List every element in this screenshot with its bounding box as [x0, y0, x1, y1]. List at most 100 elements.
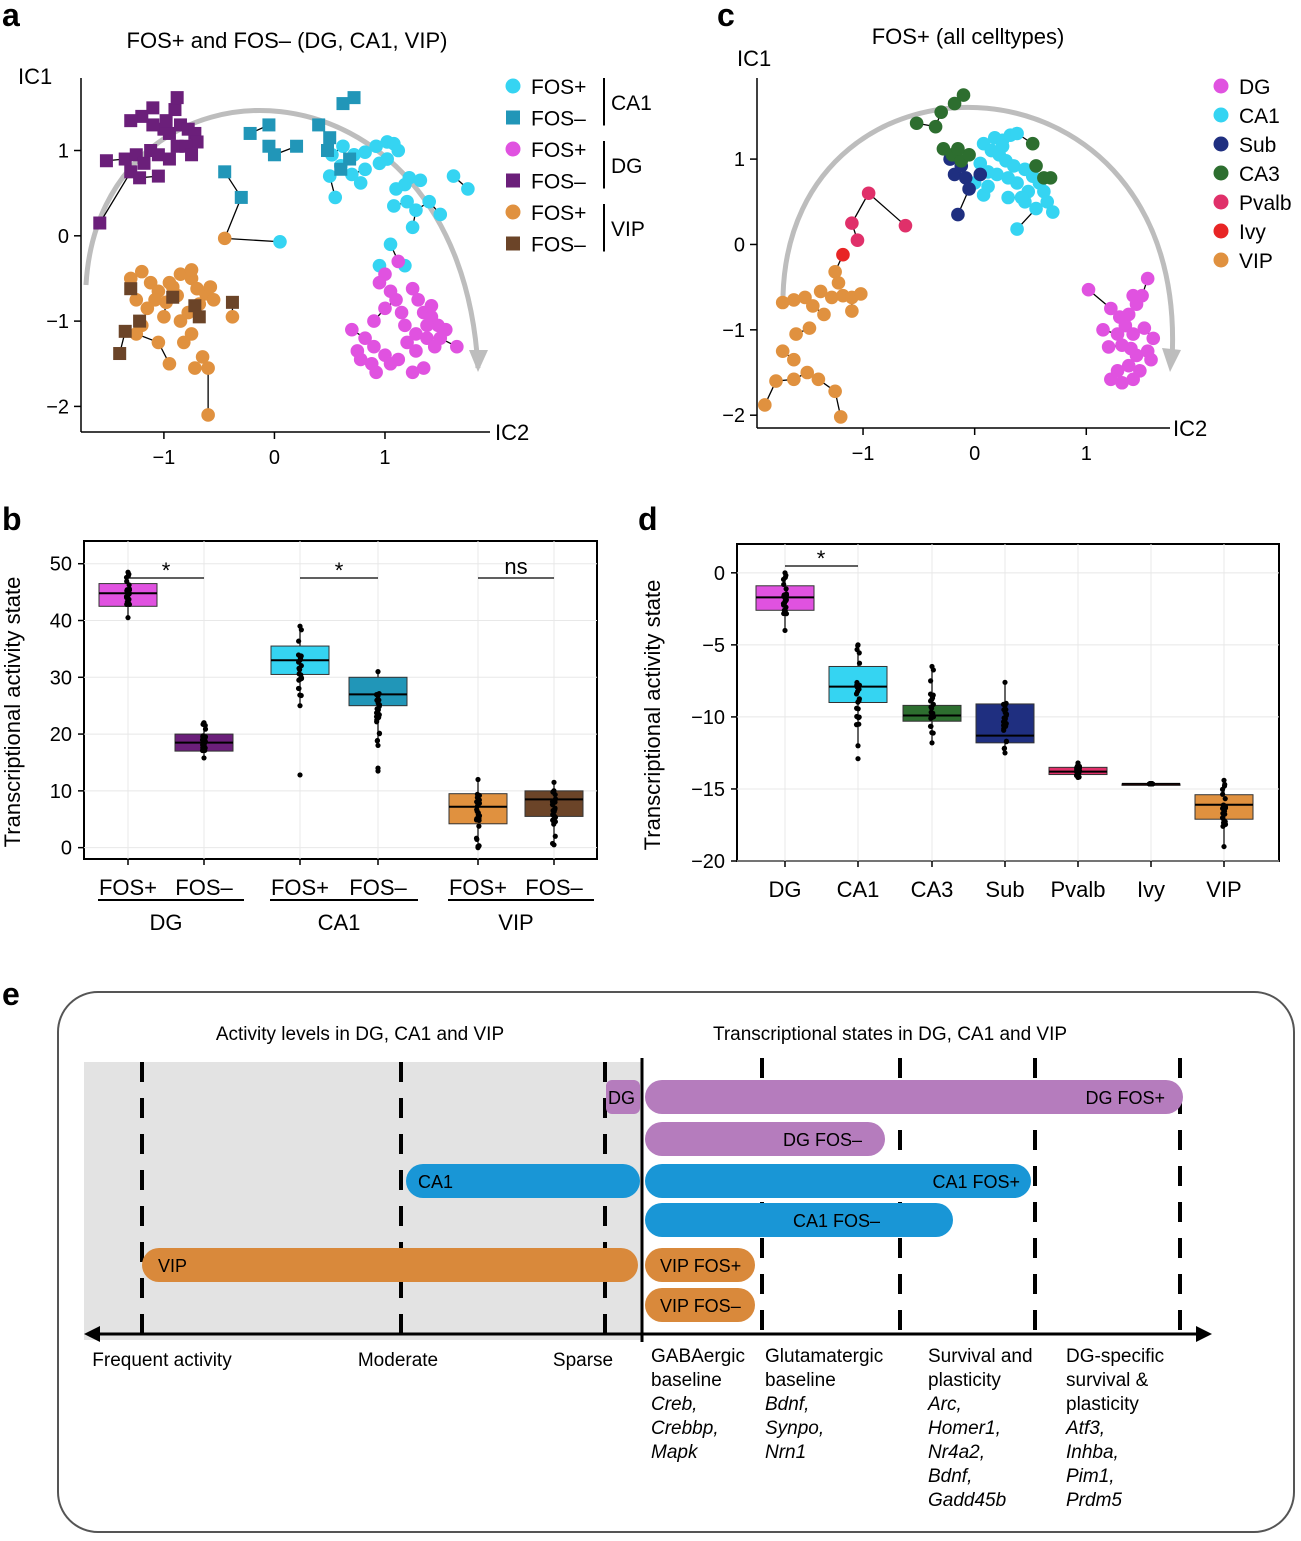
- bar-vip-fos-pos: [645, 1248, 755, 1282]
- ca3-point: [1025, 136, 1040, 151]
- category-label: Sub: [985, 877, 1024, 902]
- data-dot: [296, 685, 302, 692]
- dg-point: [1133, 364, 1147, 378]
- y-tick-label: 20: [50, 724, 72, 746]
- group-label: VIP: [498, 910, 533, 935]
- data-dot: [296, 671, 302, 677]
- gene-name: Pim1,: [1066, 1466, 1115, 1487]
- vip-point: [787, 293, 801, 307]
- vip-fos--point: [129, 327, 144, 341]
- pvalb-point: [850, 233, 865, 247]
- axis-label-frequent: Frequent activity: [92, 1350, 232, 1371]
- vip-point: [854, 287, 868, 301]
- panel-c-points: [758, 88, 1161, 424]
- data-dot: [1000, 719, 1007, 725]
- ca1-fos--point: [391, 143, 406, 158]
- legend-circle-marker: [1213, 107, 1229, 123]
- sub-point: [951, 207, 965, 222]
- dg-fos--point: [168, 103, 182, 117]
- vip-point: [802, 321, 817, 335]
- ca1-fos--point: [323, 131, 337, 145]
- ca1-point: [1037, 184, 1051, 199]
- y-tick-label: −5: [702, 635, 725, 657]
- x-tick-label: 1: [1081, 443, 1092, 465]
- vip-fos--point: [195, 350, 210, 364]
- ca1-fos--point: [345, 167, 359, 182]
- panel-d-significance: *: [785, 546, 858, 571]
- vip-fos--point: [201, 408, 215, 422]
- sub-point: [973, 167, 988, 182]
- mst-edge: [224, 197, 242, 239]
- panel-c-trajectory-arrow: [780, 104, 1175, 361]
- dg-fos--point: [391, 254, 406, 269]
- dg-point: [1146, 331, 1161, 346]
- group-label: DG: [150, 910, 183, 935]
- category-label: FOS–: [349, 875, 407, 900]
- vip-point: [845, 304, 859, 318]
- dg-fos--point: [159, 114, 173, 128]
- ca1-point: [1006, 159, 1021, 173]
- data-dot: [929, 705, 935, 711]
- data-dot: [476, 797, 482, 803]
- dg-point: [1104, 301, 1118, 316]
- gene-name: Mapk: [651, 1442, 699, 1463]
- data-dot: [1001, 745, 1008, 751]
- dg-fos--point: [190, 135, 204, 149]
- pvalb-point: [845, 216, 859, 230]
- bar-vip-activity-label: VIP: [158, 1256, 187, 1276]
- data-dot: [297, 623, 303, 629]
- ca3-point: [956, 88, 971, 102]
- panel-a-trajectory-arrow: [83, 108, 481, 369]
- dg-point: [1101, 340, 1116, 354]
- data-dot: [929, 740, 935, 746]
- data-dot: [202, 726, 209, 732]
- ca1-fos--point: [387, 199, 401, 213]
- data-dot: [929, 714, 935, 721]
- y-tick-label: −1: [46, 311, 69, 333]
- panel-e-categories: GABAergic baseline Creb, Crebbp, Mapk Glutama…: [651, 1346, 1164, 1511]
- data-dot: [855, 743, 861, 749]
- panel-b-frame: [83, 540, 598, 860]
- ca1-fos--point: [422, 194, 437, 209]
- data-dot: [1001, 727, 1007, 733]
- dg-fos--point: [409, 344, 423, 358]
- vip-point: [775, 344, 790, 358]
- panel-e-activity-shade: [84, 1062, 642, 1340]
- legend-item: FOS–: [531, 108, 586, 131]
- data-dot: [854, 713, 860, 720]
- panel-a-points: [93, 91, 475, 422]
- outlier-dot: [375, 768, 381, 774]
- vip-fos--point: [201, 361, 215, 375]
- legend-square-marker: [506, 236, 520, 251]
- panel-c-legend: DG CA1 Sub CA3 Pvalb Ivy VIP: [1213, 76, 1292, 273]
- dg-fos--point: [424, 298, 439, 313]
- category-title-line: baseline: [651, 1370, 722, 1391]
- data-dot: [1222, 805, 1229, 811]
- data-dot: [1002, 703, 1008, 709]
- dg-point: [1081, 282, 1096, 297]
- data-dot: [296, 638, 302, 644]
- ca1-fos--point: [347, 91, 361, 105]
- dg-fos--point: [133, 171, 147, 185]
- data-dot: [373, 710, 380, 716]
- panel-e-axis-right-head: [1196, 1326, 1212, 1342]
- dg-fos--point: [367, 339, 381, 354]
- significance-label: ns: [504, 554, 527, 579]
- data-dot: [297, 703, 303, 709]
- category-title-line: plasticity: [1066, 1394, 1139, 1415]
- x-tick-label: 0: [969, 443, 980, 465]
- ca3-point: [947, 96, 962, 111]
- vip-point: [811, 372, 826, 387]
- group-label: CA1: [318, 910, 361, 935]
- vip-point: [758, 398, 772, 412]
- category-label: FOS+: [99, 875, 157, 900]
- data-dot: [473, 835, 480, 841]
- vip-fos--point: [203, 280, 218, 294]
- data-dot: [929, 663, 935, 670]
- legend-item: FOS+: [531, 76, 586, 99]
- dg-fos--point: [99, 154, 113, 168]
- vip-point: [813, 284, 828, 299]
- bar-ca1-fos-pos: [645, 1164, 1031, 1198]
- dg-fos--point: [151, 169, 165, 183]
- dg-fos--point: [411, 292, 425, 307]
